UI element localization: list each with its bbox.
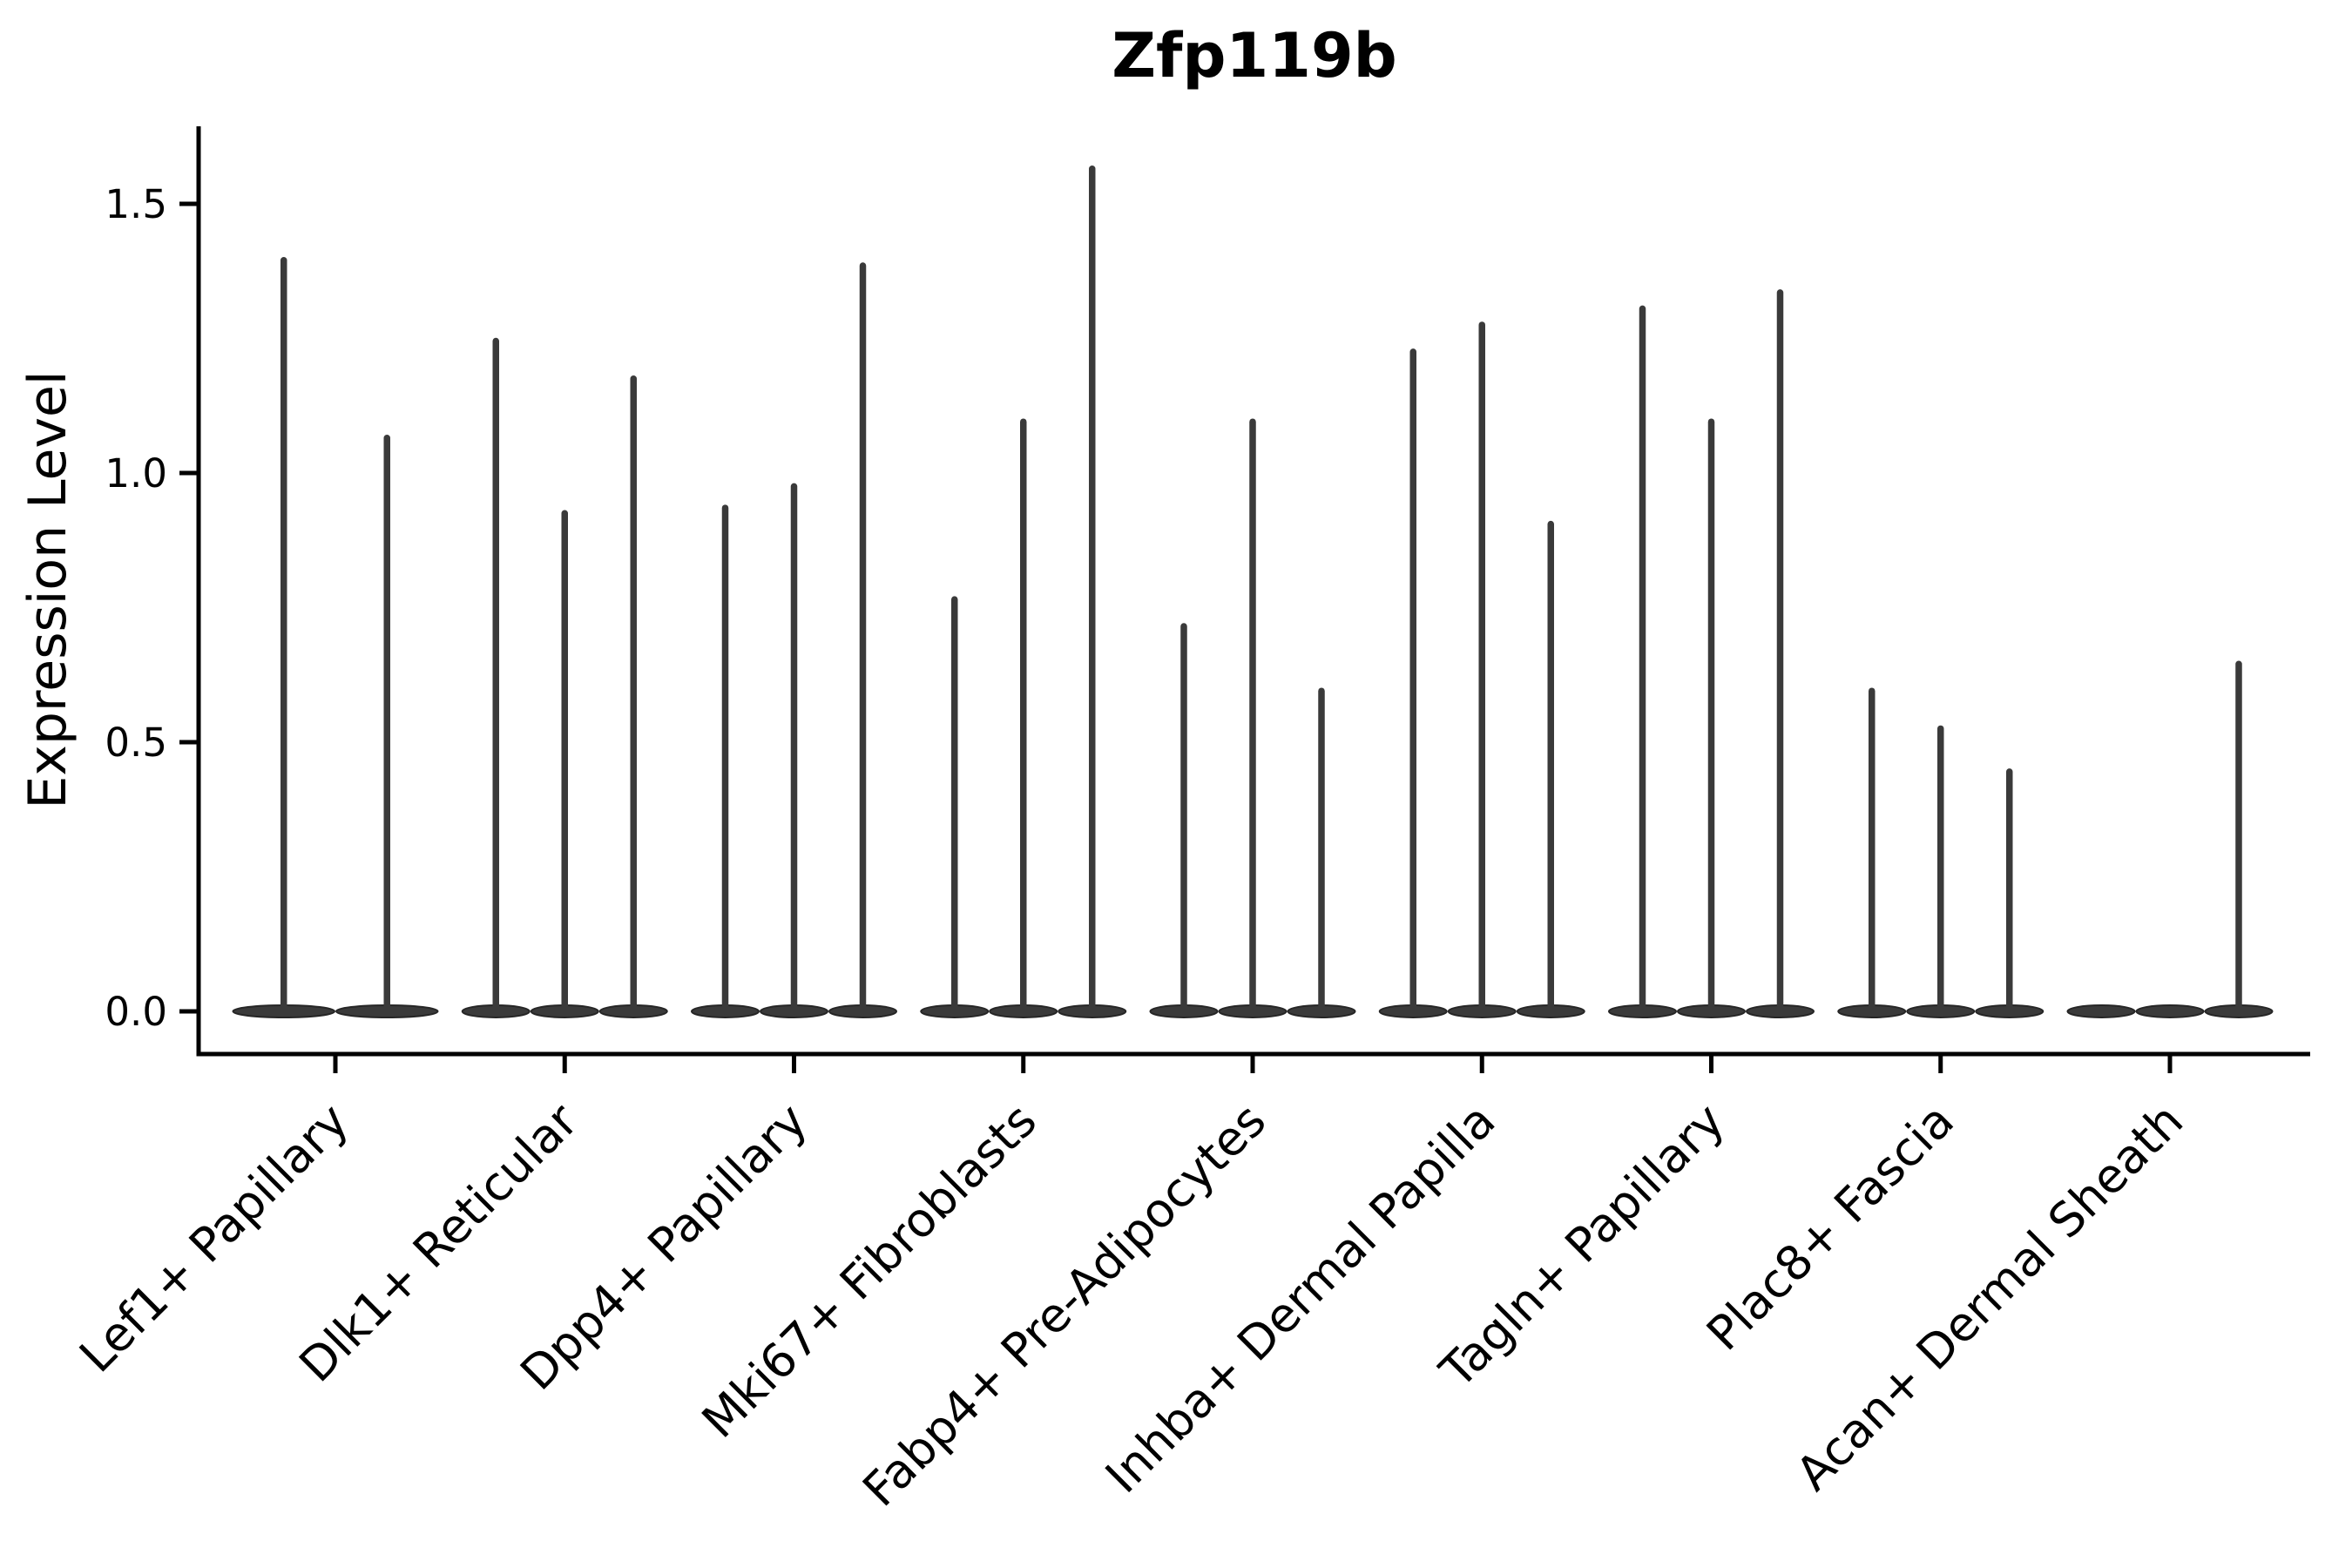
axes-layer [179,126,2310,1073]
x-tick-label: Plac8+ Fascia [1696,1093,1964,1362]
violin-layer [232,165,2274,1018]
x-tick-label: Acan+ Dermal Sheath [1786,1093,2193,1501]
y-tick-label: 1.5 [105,181,167,227]
chart-title: Zfp119b [1112,20,1397,91]
violin-base [2135,1004,2205,1018]
y-tick-label: 0.5 [105,720,167,766]
y-tick-label: 0.0 [105,989,167,1035]
y-axis-label: Expression Level [17,370,78,808]
violin-base [2066,1004,2136,1018]
x-tick-label: Fabp4+ Pre-Adipocytes [852,1093,1276,1517]
y-tick-label: 1.0 [105,450,167,497]
x-tick-label: Inhba+ Dermal Papilla [1095,1093,1505,1504]
